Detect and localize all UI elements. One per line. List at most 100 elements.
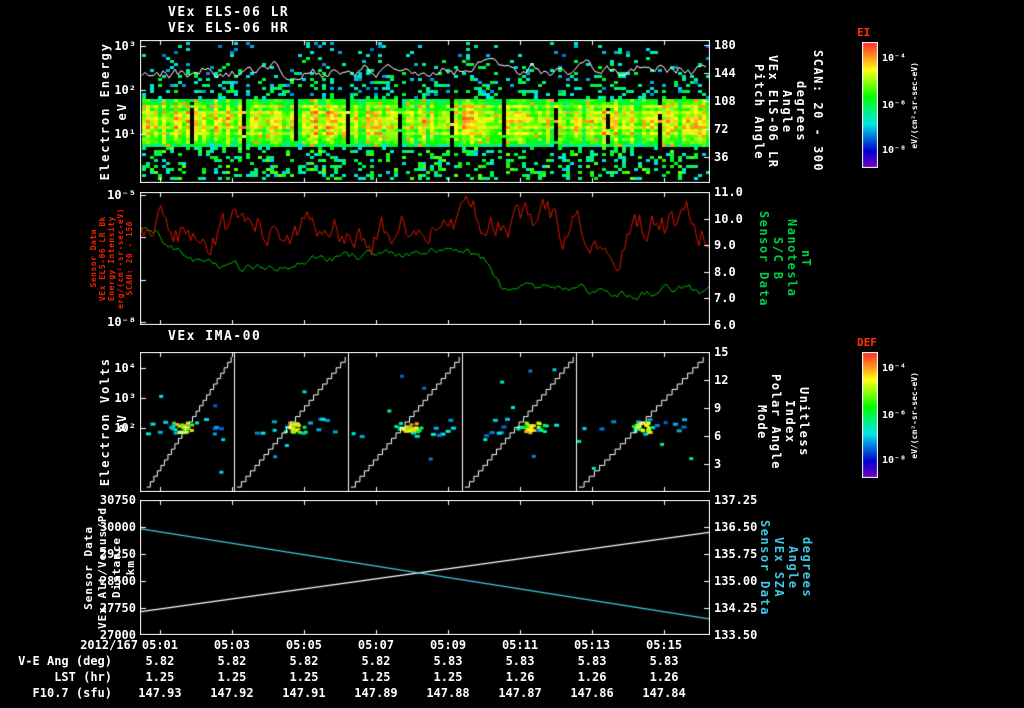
ima-spectrogram-ylabel-1: eV bbox=[114, 412, 129, 432]
els-spectrogram-left-tick-2: 10¹ bbox=[114, 126, 136, 141]
row-2-value-7: 147.84 bbox=[642, 686, 686, 700]
row-1-value-3: 1.25 bbox=[361, 670, 391, 684]
ima-spectrogram-ylabel-0: Electron Volts bbox=[97, 357, 112, 487]
els-spectrogram-colorbar-tick-2: 10⁻⁸ bbox=[882, 145, 907, 157]
ima-spectrogram-colorbar-tick-1: 10⁻⁶ bbox=[882, 410, 907, 421]
time-tick-3: 05:07 bbox=[357, 638, 395, 652]
bk-intensity-bfield-right-label-2: Nanotesla bbox=[785, 219, 799, 298]
row-label-0: V-E Ang (deg) bbox=[18, 654, 112, 668]
bk-intensity-bfield-left-tick-0: 10⁻⁵ bbox=[107, 187, 136, 202]
altitude-sza-right-label-0: Sensor Data bbox=[758, 519, 772, 616]
els-hr-title: VEx ELS-06 HR bbox=[168, 21, 290, 36]
row-2-value-3: 147.89 bbox=[354, 686, 398, 700]
altitude-sza-right-tick-5: 133.50 bbox=[714, 628, 758, 642]
ima-spectrogram-right-tick-0: 15 bbox=[714, 345, 729, 359]
row-2-value-5: 147.87 bbox=[498, 686, 542, 700]
altitude-sza-right-label-2: Angle bbox=[786, 545, 800, 590]
row-0-value-1: 5.82 bbox=[217, 654, 247, 668]
intensity-bfield-plot[interactable] bbox=[140, 192, 710, 325]
ima-spectrogram-colorbar-units: eV/(cm²-sr-sec-eV) bbox=[909, 371, 919, 459]
row-2-value-0: 147.93 bbox=[138, 686, 182, 700]
els-spectrogram-colorbar-tick-1: 10⁻⁶ bbox=[882, 100, 907, 111]
row-2-value-6: 147.86 bbox=[570, 686, 614, 700]
bk-intensity-bfield-left-tick-1: 10⁻⁸ bbox=[107, 315, 136, 330]
ima-spectrogram-right-label-1: Polar Angle bbox=[769, 374, 783, 470]
altitude-sza-right-tick-2: 135.75 bbox=[714, 547, 758, 561]
row-2-value-1: 147.92 bbox=[210, 686, 254, 700]
bk-intensity-bfield-right-label-3: nT bbox=[799, 249, 813, 268]
row-0-value-3: 5.82 bbox=[361, 654, 391, 668]
els-spectrogram-right-label-4: SCAN: 20 - 300 bbox=[811, 50, 825, 173]
row-1-value-0: 1.25 bbox=[145, 670, 175, 684]
els-spectrogram-colorbar-units: eV/(cm²-sr-sec-eV) bbox=[909, 61, 919, 149]
bk-intensity-bfield-right-tick-5: 6.0 bbox=[714, 318, 736, 332]
altitude-sza-left-tick-0: 30750 bbox=[99, 493, 136, 507]
altitude-sza-right-label-1: VEx SZA bbox=[772, 536, 786, 599]
altitude-sza-ylabel-2: Distance bbox=[109, 537, 123, 598]
els-spectrogram-right-label-1: VEx ELS-06 LR bbox=[766, 54, 780, 169]
time-tick-5: 05:11 bbox=[501, 638, 539, 652]
ima-spectrogram-right-label-3: Unitless bbox=[797, 387, 811, 457]
ima-spectrogram-left-tick-2: 10² bbox=[114, 421, 136, 436]
time-tick-0: 05:01 bbox=[141, 638, 178, 652]
row-0-value-2: 5.82 bbox=[289, 654, 319, 668]
altitude-sza-right-tick-1: 136.50 bbox=[714, 520, 758, 534]
ima-spectrogram-right-label-0: Mode bbox=[755, 404, 769, 440]
row-0-value-0: 5.82 bbox=[145, 654, 175, 668]
els-spectrogram-colorbar-tick-0: 10⁻⁴ bbox=[882, 53, 907, 65]
ima-spectrogram-colorbar-title: DEF bbox=[857, 336, 877, 349]
row-1-value-5: 1.26 bbox=[505, 670, 535, 684]
els-spectrogram-right-label-0: Pitch Angle bbox=[752, 63, 766, 160]
ima-spectrogram-right-label-2: Index bbox=[783, 400, 797, 444]
altitude-sza-left-tick-1: 30000 bbox=[99, 520, 136, 534]
altitude-sza-plot[interactable] bbox=[140, 500, 710, 635]
altitude-sza-right-tick-3: 135.00 bbox=[714, 574, 758, 588]
bk-intensity-bfield-right-tick-1: 10.0 bbox=[714, 211, 743, 226]
ima-spectrogram-left-tick-1: 10³ bbox=[114, 391, 136, 406]
bk-intensity-bfield-ylabel-2: Energy Intensity bbox=[107, 215, 116, 302]
altitude-sza-ylabel-1: VEx Alt/Venus/Pd bbox=[95, 506, 109, 629]
bk-intensity-bfield-right-label-0: Sensor Data bbox=[757, 210, 771, 307]
altitude-sza-left-tick-2: 29250 bbox=[99, 547, 136, 561]
els-spectrogram-right-tick-4: 36 bbox=[714, 149, 729, 164]
els-spectrogram-right-tick-1: 144 bbox=[714, 65, 736, 80]
bk-intensity-bfield-right-tick-3: 8.0 bbox=[714, 264, 736, 279]
ima-spectrogram-right-tick-4: 3 bbox=[714, 457, 722, 471]
row-0-value-6: 5.83 bbox=[577, 654, 607, 668]
els-spectrogram-right-tick-0: 180 bbox=[714, 38, 736, 52]
row-2-value-4: 147.88 bbox=[426, 686, 470, 700]
ima-spectrogram-colorbar-tick-0: 10⁻⁴ bbox=[882, 363, 907, 375]
row-1-value-6: 1.26 bbox=[577, 670, 607, 684]
ima-spectrogram-plot[interactable] bbox=[140, 352, 710, 492]
ima-spectrogram-right-tick-3: 6 bbox=[714, 429, 722, 443]
row-1-value-4: 1.25 bbox=[433, 670, 463, 684]
time-tick-7: 05:15 bbox=[645, 638, 683, 652]
row-1-value-7: 1.26 bbox=[649, 670, 679, 684]
bk-intensity-bfield-right-tick-0: 11.0 bbox=[714, 185, 743, 199]
ima-spectrogram-left-tick-0: 10⁴ bbox=[114, 360, 136, 375]
ima-title: VEx IMA-00 bbox=[168, 329, 262, 344]
bk-intensity-bfield-ylabel-3: erg/(cm²-sr-sec-eV) bbox=[116, 207, 125, 309]
els-lr-title: VEx ELS-06 LR bbox=[168, 5, 290, 20]
bk-intensity-bfield-right-tick-2: 9.0 bbox=[714, 238, 736, 253]
els-spectrogram-ylabel-1: eV bbox=[114, 102, 129, 121]
els-spectrogram-colorbar-title: EI bbox=[857, 26, 871, 39]
altitude-sza-left-tick-4: 27750 bbox=[99, 601, 136, 615]
altitude-sza-right-tick-0: 137.25 bbox=[714, 493, 758, 507]
els-spectrogram-left-tick-0: 10³ bbox=[114, 39, 136, 53]
bk-intensity-bfield-right-label-1: S/C B bbox=[771, 236, 785, 281]
els-spectrogram-ylabel-0: Electron Energy bbox=[97, 42, 112, 181]
altitude-sza-left-tick-5: 27000 bbox=[99, 628, 136, 642]
time-tick-1: 05:03 bbox=[213, 638, 251, 652]
time-tick-4: 05:09 bbox=[429, 638, 467, 652]
date-label: 2012/167 bbox=[80, 638, 138, 652]
row-1-value-1: 1.25 bbox=[217, 670, 247, 684]
els-colorbar bbox=[862, 42, 878, 168]
bk-intensity-bfield-ylabel-1: VEx ELS-06 LR Bk bbox=[98, 215, 107, 302]
row-label-2: F10.7 (sfu) bbox=[32, 686, 112, 700]
row-0-value-7: 5.83 bbox=[649, 654, 679, 668]
row-2-value-2: 147.91 bbox=[282, 686, 326, 700]
bk-intensity-bfield-ylabel-4: SCAN: 20 - 150 bbox=[125, 221, 134, 296]
els-spectrogram-plot[interactable] bbox=[140, 40, 710, 183]
